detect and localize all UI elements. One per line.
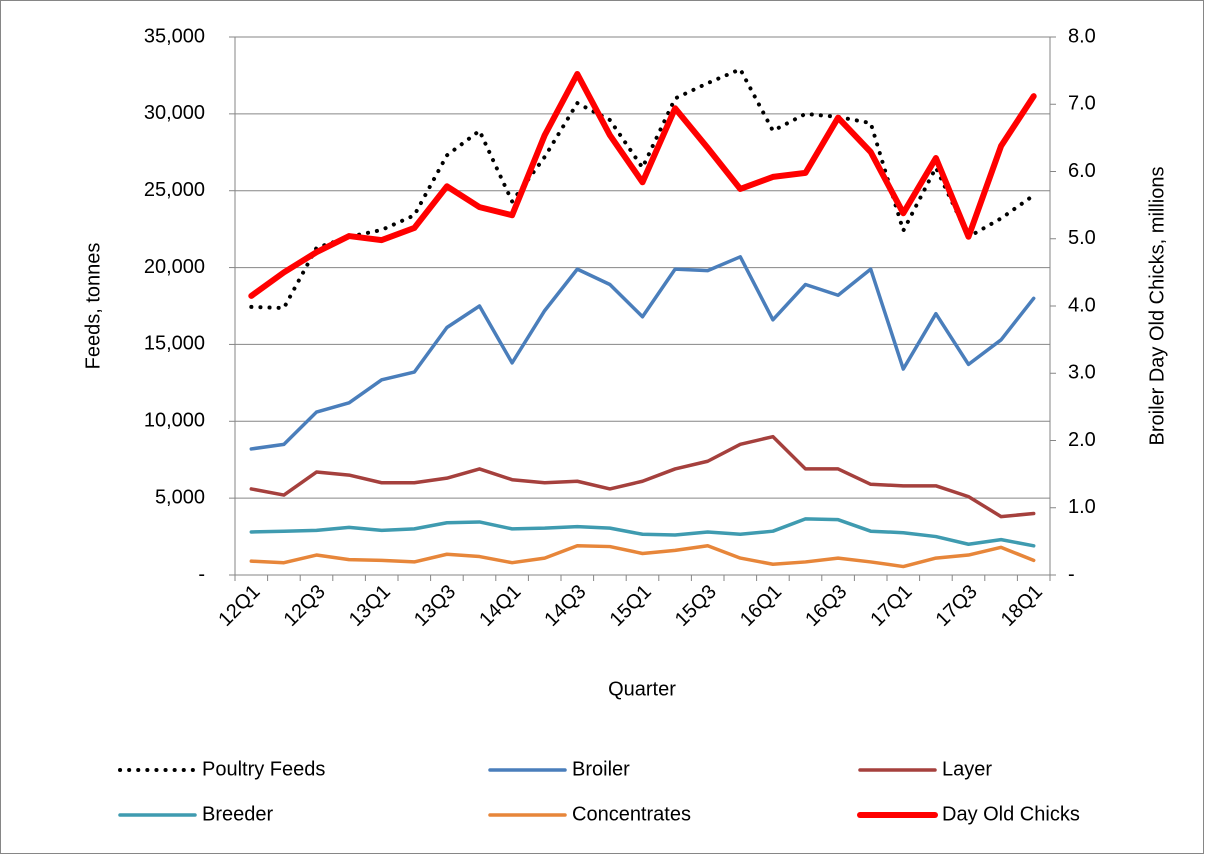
y-tick-label: -	[198, 563, 205, 585]
y2-tick-label: 7.0	[1068, 93, 1096, 115]
y-axis-title: Feeds, tonnes	[82, 243, 104, 370]
legend-label: Poultry Feeds	[202, 758, 325, 780]
y2-tick-label: 6.0	[1068, 160, 1096, 182]
legend-label: Breeder	[202, 803, 273, 825]
y2-tick-label: -	[1068, 563, 1075, 585]
series-line	[249, 544, 1036, 569]
y2-tick-label: 5.0	[1068, 227, 1096, 249]
y-tick-label: 25,000	[144, 179, 205, 201]
y2-tick-label: 1.0	[1068, 496, 1096, 518]
legend-label: Day Old Chicks	[942, 803, 1080, 825]
y2-tick-label: 2.0	[1068, 429, 1096, 451]
series-line	[249, 434, 1036, 519]
legend-label: Layer	[942, 758, 992, 780]
y2-axis-title: Broiler Day Old Chicks, millions	[1146, 167, 1168, 446]
y-tick-label: 5,000	[155, 486, 205, 508]
y-tick-label: 35,000	[144, 25, 205, 47]
y-tick-label: 20,000	[144, 256, 205, 278]
y-tick-label: 15,000	[144, 333, 205, 355]
series-line	[248, 70, 1037, 299]
y2-tick-label: 3.0	[1068, 362, 1096, 384]
legend-label: Concentrates	[572, 803, 691, 825]
legend-label: Broiler	[572, 758, 630, 780]
series-line	[249, 255, 1036, 451]
y2-tick-label: 4.0	[1068, 294, 1096, 316]
series-line	[249, 67, 1036, 310]
y2-tick-label: 8.0	[1068, 25, 1096, 47]
x-axis-title: Quarter	[608, 678, 676, 700]
y-tick-label: 10,000	[144, 410, 205, 432]
y-tick-label: 30,000	[144, 102, 205, 124]
series-line	[249, 517, 1036, 548]
